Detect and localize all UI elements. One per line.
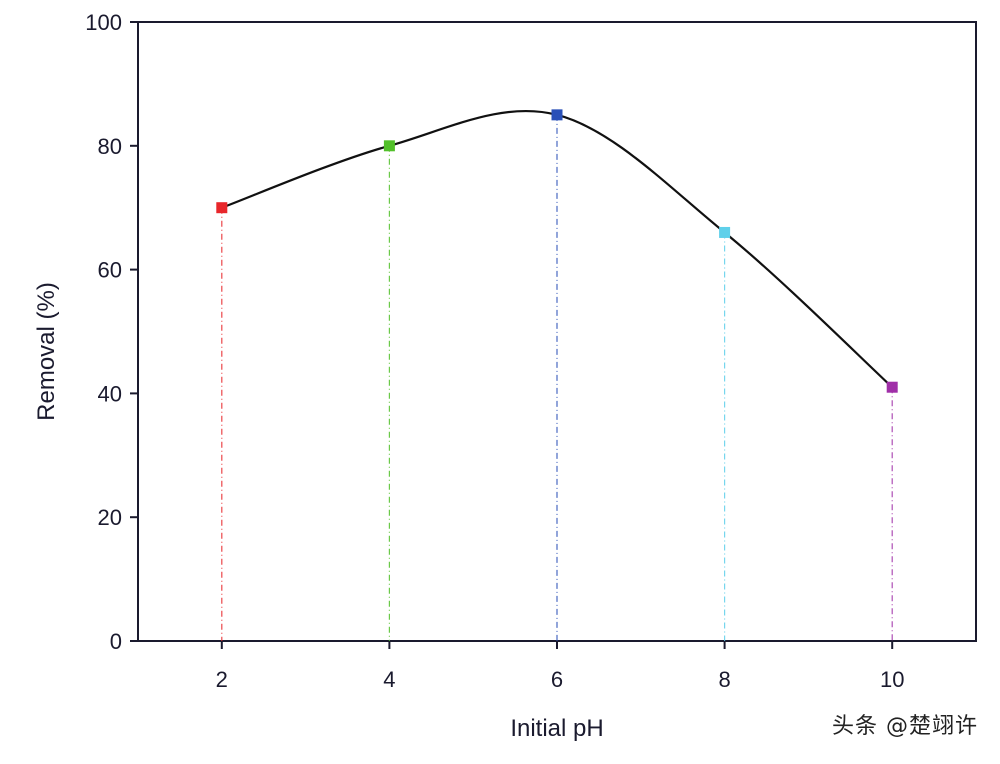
y-tick-label: 40 — [98, 381, 122, 406]
data-point-marker — [719, 226, 731, 238]
data-point-marker — [886, 381, 898, 393]
x-axis-ticks: 2 4 6 8 10 — [216, 641, 904, 692]
y-tick-label: 0 — [110, 629, 122, 654]
data-point-marker — [551, 109, 563, 121]
data-point-marker — [383, 140, 395, 152]
x-tick-label: 2 — [216, 667, 228, 692]
fitted-curve-path — [221, 109, 893, 389]
watermark: 头条 @楚翊许 — [832, 714, 978, 739]
data-point-marker — [216, 202, 228, 214]
y-tick-label: 80 — [98, 134, 122, 159]
y-tick-label: 60 — [98, 258, 122, 283]
x-tick-label: 10 — [880, 667, 904, 692]
y-axis-ticks: 0 20 40 60 80 100 — [85, 10, 138, 654]
x-tick-label: 4 — [383, 667, 395, 692]
droplines — [221, 114, 893, 641]
x-axis-title: Initial pH — [510, 715, 603, 742]
fitted-curve — [221, 109, 893, 389]
y-tick-label: 20 — [98, 505, 122, 530]
x-tick-label: 8 — [718, 667, 730, 692]
data-markers — [216, 109, 898, 393]
x-tick-label: 6 — [551, 667, 563, 692]
y-tick-label: 100 — [85, 10, 122, 35]
y-axis-title: Removal (%) — [33, 282, 60, 421]
